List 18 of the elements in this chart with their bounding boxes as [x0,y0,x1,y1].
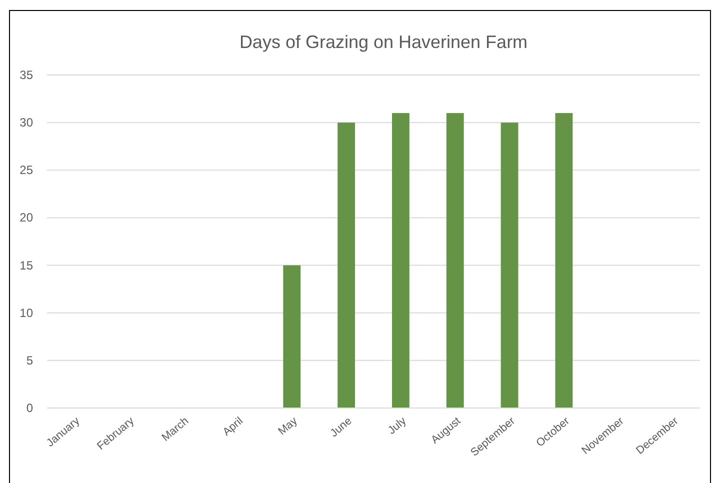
y-tick-label: 25 [20,163,34,178]
bar [338,122,355,408]
y-tick-label: 20 [20,210,34,225]
y-tick-label: 30 [20,116,34,130]
bar [446,113,464,408]
x-tick-label: May [276,414,300,438]
y-tick-label: 5 [26,353,34,368]
y-tick-label: 35 [20,68,34,82]
bar [500,122,518,408]
y-tick-label: 15 [20,258,34,272]
x-tick-label: June [328,415,354,440]
chart-title: Days of Grazing on Haverinen Farm [239,32,528,52]
x-tick-label: July [386,414,410,437]
y-tick-label: 10 [20,306,34,320]
bar [555,113,573,408]
bar [392,113,410,408]
bar [283,265,301,408]
y-tick-label: 0 [26,401,34,415]
